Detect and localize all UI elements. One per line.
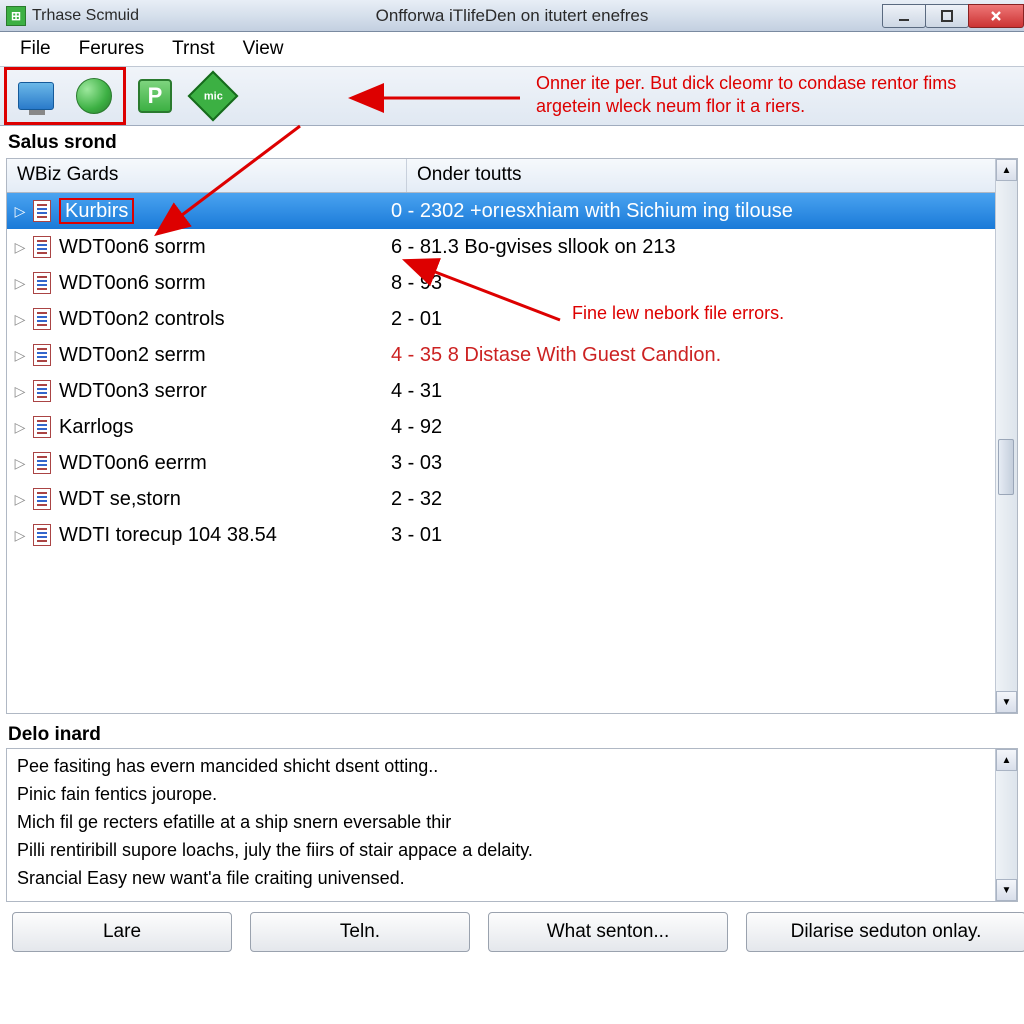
monitor-icon — [18, 82, 54, 110]
document-icon — [33, 344, 51, 366]
table-row[interactable]: ▷ WDTI torecup 104 38.54 3 - 01 — [7, 517, 995, 553]
list-header: WBiz Gards Onder toutts — [7, 159, 995, 193]
document-icon — [33, 452, 51, 474]
p-icon: P — [138, 79, 172, 113]
teln-button[interactable]: Teln. — [250, 912, 470, 952]
minimize-button[interactable] — [882, 4, 926, 28]
app-name: Trhase Scmuid — [32, 7, 139, 25]
titlebar: ⊞ Trhase Scmuid Onfforwa iTlifeDen on it… — [0, 0, 1024, 32]
window-controls — [883, 4, 1024, 28]
dilarise-button[interactable]: Dilarise seduton onlay. — [746, 912, 1024, 952]
expand-icon[interactable]: ▷ — [7, 347, 33, 364]
row-name: WDT0on2 serrm — [59, 344, 206, 367]
list-container: WBiz Gards Onder toutts ▷ Kurbirs 0 - 2302… — [6, 158, 1018, 714]
table-row[interactable]: ▷ WDT0on2 serrm 4 - 35 8 Distase With Gues… — [7, 337, 995, 373]
scroll-up-icon[interactable]: ▲ — [996, 159, 1017, 181]
row-name: WDTI torecup 104 38.54 — [59, 524, 277, 547]
expand-icon[interactable]: ▷ — [7, 527, 33, 544]
details-line: Pee fasiting has evern mancided shicht d… — [17, 753, 985, 781]
scroll-down-icon[interactable]: ▼ — [996, 879, 1017, 901]
table-row[interactable]: ▷ Karrlogs 4 - 92 — [7, 409, 995, 445]
expand-icon[interactable]: ▷ — [7, 203, 33, 220]
table-row[interactable]: ▷ WDT se,storn 2 - 32 — [7, 481, 995, 517]
close-button[interactable] — [968, 4, 1024, 28]
expand-icon[interactable]: ▷ — [7, 419, 33, 436]
table-row[interactable]: ▷ WDT0on6 sorrm 8 - 93 — [7, 265, 995, 301]
app-icon: ⊞ — [6, 6, 26, 26]
document-icon — [33, 236, 51, 258]
toolbar-p-button[interactable]: P — [126, 70, 184, 122]
toolbar-globe-button[interactable] — [65, 70, 123, 122]
menu-view[interactable]: View — [229, 38, 298, 60]
scroll-down-icon[interactable]: ▼ — [996, 691, 1017, 713]
row-name: WDT0on2 controls — [59, 308, 225, 331]
mic-icon: mic — [188, 71, 239, 122]
document-title: Onfforwa iTlifeDen on itutert enefres — [376, 6, 649, 26]
row-name: WDT0on3 serror — [59, 380, 207, 403]
row-desc: 0 - 2302 +orıesxhiam with Sichium ing ti… — [381, 200, 995, 223]
document-icon — [33, 200, 51, 222]
footer-buttons: Lare Teln. What senton... Dilarise sedut… — [0, 902, 1024, 958]
row-desc: 6 - 81.3 Bo-gvises sllook on 213 — [381, 236, 995, 259]
menu-ferures[interactable]: Ferures — [65, 38, 158, 60]
row-desc: 3 - 03 — [381, 452, 995, 475]
details-box: Pee fasiting has evern mancided shicht d… — [6, 748, 1018, 902]
globe-icon — [76, 78, 112, 114]
scroll-thumb[interactable] — [998, 439, 1014, 495]
list-scrollbar[interactable]: ▲ ▼ — [995, 159, 1017, 713]
document-icon — [33, 416, 51, 438]
details-label: Delo inard — [6, 718, 1018, 748]
document-icon — [33, 308, 51, 330]
lare-button[interactable]: Lare — [12, 912, 232, 952]
table-row[interactable]: ▷ Kurbirs 0 - 2302 +orıesxhiam with Sichiu… — [7, 193, 995, 229]
column-header-2[interactable]: Onder toutts — [407, 159, 995, 192]
table-row[interactable]: ▷ WDT0on2 controls 2 - 01 — [7, 301, 995, 337]
column-header-1[interactable]: WBiz Gards — [7, 159, 407, 192]
menu-trnst[interactable]: Trnst — [158, 38, 229, 60]
scroll-up-icon[interactable]: ▲ — [996, 749, 1017, 771]
details-section: Delo inard Pee fasiting has evern mancid… — [6, 718, 1018, 902]
toolbar: P mic — [0, 66, 1024, 126]
table-row[interactable]: ▷ WDT0on3 serror 4 - 31 — [7, 373, 995, 409]
toolbar-monitor-button[interactable] — [7, 70, 65, 122]
row-name: WDT se,storn — [59, 488, 181, 511]
expand-icon[interactable]: ▷ — [7, 491, 33, 508]
row-desc: 3 - 01 — [381, 524, 995, 547]
menu-file[interactable]: File — [6, 38, 65, 60]
details-line: Pilli rentiribill supore loachs, july th… — [17, 837, 985, 865]
table-row[interactable]: ▷ WDT0on6 sorrm 6 - 81.3 Bo-gvises sllook … — [7, 229, 995, 265]
row-desc: 8 - 93 — [381, 272, 995, 295]
row-desc: 2 - 32 — [381, 488, 995, 511]
row-desc: 4 - 35 8 Distase With Guest Candion. — [381, 344, 995, 367]
details-line: Pinic fain fentics jourope. — [17, 781, 985, 809]
document-icon — [33, 524, 51, 546]
row-name: Kurbirs — [59, 200, 134, 223]
table-row[interactable]: ▷ WDT0on6 eerrm 3 - 03 — [7, 445, 995, 481]
details-scrollbar[interactable]: ▲ ▼ — [995, 749, 1017, 901]
row-name: WDT0on6 sorrm — [59, 236, 206, 259]
document-icon — [33, 380, 51, 402]
row-desc: 4 - 31 — [381, 380, 995, 403]
details-line: Mich fil ge recters efatille at a ship s… — [17, 809, 985, 837]
expand-icon[interactable]: ▷ — [7, 311, 33, 328]
section-label: Salus srond — [0, 126, 1024, 156]
row-desc: 4 - 92 — [381, 416, 995, 439]
menubar: File Ferures Trnst View — [0, 32, 1024, 66]
toolbar-group-highlighted — [4, 67, 126, 125]
toolbar-mic-button[interactable]: mic — [184, 70, 242, 122]
details-text: Pee fasiting has evern mancided shicht d… — [7, 749, 995, 901]
expand-icon[interactable]: ▷ — [7, 455, 33, 472]
expand-icon[interactable]: ▷ — [7, 239, 33, 256]
row-name: WDT0on6 sorrm — [59, 272, 206, 295]
document-icon — [33, 488, 51, 510]
row-desc: 2 - 01 — [381, 308, 995, 331]
maximize-button[interactable] — [925, 4, 969, 28]
expand-icon[interactable]: ▷ — [7, 275, 33, 292]
row-name: WDT0on6 eerrm — [59, 452, 207, 475]
document-icon — [33, 272, 51, 294]
details-line: Srancial Easy new want'a file craiting u… — [17, 865, 985, 893]
row-name: Karrlogs — [59, 416, 133, 439]
what-senton-button[interactable]: What senton... — [488, 912, 728, 952]
expand-icon[interactable]: ▷ — [7, 383, 33, 400]
